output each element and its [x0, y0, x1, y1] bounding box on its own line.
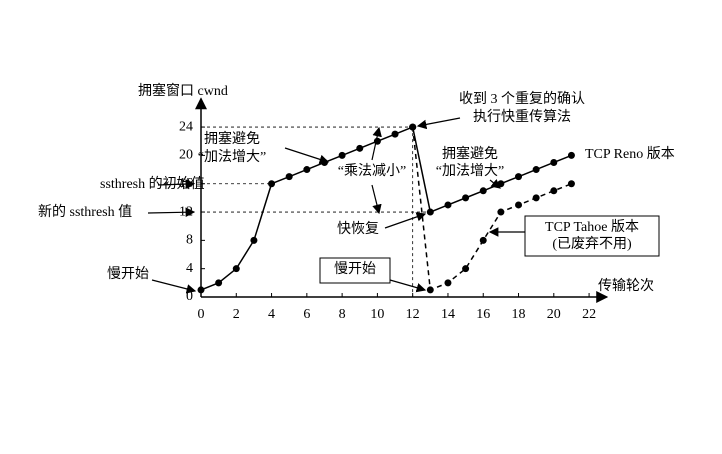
data-point — [444, 279, 452, 287]
x-tick-label: 16 — [476, 307, 490, 322]
data-point — [479, 187, 487, 195]
x-tick-label: 10 — [370, 307, 384, 322]
x-tick-label: 0 — [198, 307, 205, 322]
data-point — [250, 236, 258, 244]
arrow — [151, 279, 197, 294]
annotation: 执行快重传算法 — [473, 109, 571, 125]
x-tick-label: 22 — [582, 307, 596, 322]
label-box — [524, 215, 660, 257]
legend-label: TCP Tahoe 版本 — [545, 219, 639, 235]
data-point — [567, 180, 575, 188]
data-point — [444, 201, 452, 209]
data-point — [232, 265, 240, 273]
x-tick-label: 4 — [268, 307, 275, 322]
data-point — [532, 194, 540, 202]
data-point — [268, 180, 276, 188]
arrow — [157, 179, 196, 189]
data-point — [197, 286, 205, 294]
data-point — [550, 187, 558, 195]
series-line — [411, 126, 572, 291]
arrow — [489, 179, 501, 189]
arrow — [389, 279, 427, 293]
data-point — [356, 144, 364, 152]
data-point — [303, 166, 311, 174]
y-tick-label: 8 — [186, 233, 193, 248]
x-tick-label: 18 — [512, 307, 526, 322]
data-point — [550, 158, 558, 166]
data-point — [338, 151, 346, 159]
annotation: 新的 ssthresh 值 — [38, 204, 132, 220]
data-point — [479, 236, 487, 244]
data-point — [567, 151, 575, 159]
x-tick-label: 6 — [303, 307, 310, 322]
data-point — [497, 208, 505, 216]
y-tick-label: 20 — [179, 148, 193, 163]
annotation: 收到 3 个重复的确认 — [459, 90, 585, 107]
arrow — [284, 147, 330, 164]
annotation: 拥塞避免 — [442, 145, 498, 162]
annotation: 慢开始 — [107, 265, 149, 282]
data-point — [532, 166, 540, 174]
x-tick-label: 12 — [406, 307, 420, 322]
annotation: 快恢复 — [337, 220, 379, 237]
annotation: (已废弃不用) — [552, 236, 632, 252]
arrow — [416, 117, 461, 130]
data-point — [373, 137, 381, 145]
arrow — [384, 212, 427, 229]
data-point — [285, 173, 293, 181]
annotation: 拥塞避免 — [204, 130, 260, 147]
data-point — [426, 208, 434, 216]
arrow — [147, 207, 196, 218]
label-box — [319, 257, 391, 284]
data-point — [391, 130, 399, 138]
data-point — [462, 194, 470, 202]
annotation: ssthresh 的初始值 — [100, 175, 205, 192]
data-point — [515, 173, 523, 181]
x-axis-label: 传输轮次 — [598, 278, 654, 294]
annotation: “加法增大” — [436, 163, 504, 179]
y-tick-label: 24 — [179, 119, 193, 134]
data-point — [426, 286, 434, 294]
annotation: “乘法减小” — [338, 163, 406, 179]
annotation: 慢开始 — [334, 260, 376, 277]
series-line — [200, 126, 572, 291]
data-point — [462, 265, 470, 273]
x-tick-label: 20 — [547, 307, 561, 322]
data-point — [409, 123, 417, 131]
y-axis-label: 拥塞窗口 cwnd — [138, 82, 228, 99]
y-tick-label: 4 — [186, 261, 193, 276]
x-tick-label: 2 — [233, 307, 240, 322]
y-tick-label: 0 — [186, 289, 193, 304]
x-tick-label: 14 — [441, 307, 455, 322]
legend-label: TCP Reno 版本 — [585, 146, 675, 162]
arrow — [371, 184, 382, 215]
data-point — [515, 201, 523, 209]
data-point — [215, 279, 223, 287]
arrow — [371, 126, 382, 161]
annotation: “加法增大” — [198, 149, 266, 165]
x-tick-label: 8 — [339, 307, 346, 322]
